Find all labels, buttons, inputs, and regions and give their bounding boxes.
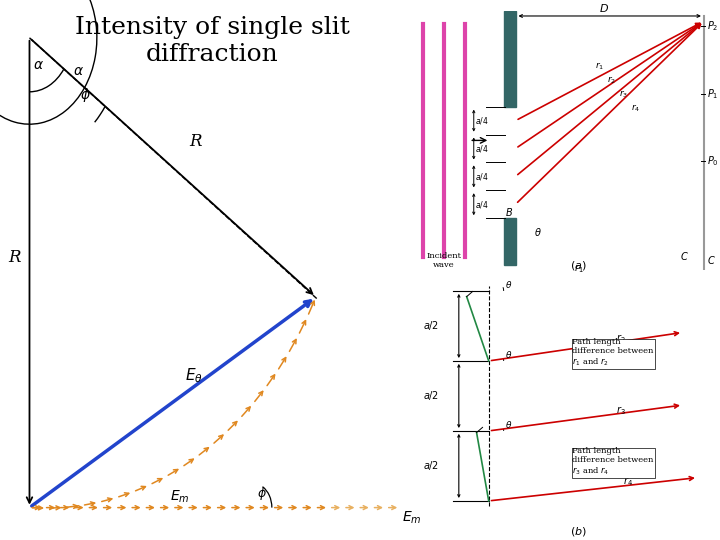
Text: R: R xyxy=(9,249,21,266)
Text: $r_3$: $r_3$ xyxy=(616,404,626,416)
Text: $E_m$: $E_m$ xyxy=(402,509,422,525)
Text: $a/4$: $a/4$ xyxy=(475,199,489,210)
Text: $\alpha$: $\alpha$ xyxy=(32,58,43,72)
Text: $r_1$: $r_1$ xyxy=(595,60,604,72)
Bar xyxy=(503,218,516,265)
Text: $r_3$: $r_3$ xyxy=(618,88,628,100)
Text: $a/4$: $a/4$ xyxy=(475,171,489,182)
Text: Intensity of single slit
diffraction: Intensity of single slit diffraction xyxy=(75,16,350,66)
Text: $\theta$: $\theta$ xyxy=(505,420,513,430)
Text: Incident
wave: Incident wave xyxy=(426,252,462,269)
Text: Path length
difference between
$r_1$ and $r_2$: Path length difference between $r_1$ and… xyxy=(572,338,654,368)
Text: $(b)$: $(b)$ xyxy=(570,525,587,538)
Text: $P_2$: $P_2$ xyxy=(707,19,719,33)
Text: $r_4$: $r_4$ xyxy=(631,102,640,113)
Text: $\theta$: $\theta$ xyxy=(534,226,541,238)
Text: $\theta$: $\theta$ xyxy=(505,349,513,360)
Text: $P_1$: $P_1$ xyxy=(707,87,719,100)
Text: $a/4$: $a/4$ xyxy=(475,115,489,126)
Text: $\phi$: $\phi$ xyxy=(81,85,91,104)
Text: $C$: $C$ xyxy=(680,249,689,262)
Text: $B$: $B$ xyxy=(505,206,513,218)
Text: $a/4$: $a/4$ xyxy=(475,143,489,154)
Text: $a/2$: $a/2$ xyxy=(423,460,439,472)
Text: $r_2$: $r_2$ xyxy=(607,74,616,86)
Text: $(a)$: $(a)$ xyxy=(570,259,587,272)
Text: $P_0$: $P_0$ xyxy=(707,154,719,168)
Text: $\alpha$: $\alpha$ xyxy=(73,64,84,78)
Text: $r_1$: $r_1$ xyxy=(574,262,583,275)
Text: Path length
difference between
$r_3$ and $r_4$: Path length difference between $r_3$ and… xyxy=(572,447,654,477)
Text: $E_\theta$: $E_\theta$ xyxy=(185,367,203,386)
Text: R: R xyxy=(189,133,202,150)
Text: $\theta$: $\theta$ xyxy=(505,279,513,291)
Text: $E_m$: $E_m$ xyxy=(170,489,189,505)
Text: $a/2$: $a/2$ xyxy=(423,389,439,402)
Text: $a/2$: $a/2$ xyxy=(423,320,439,333)
Text: $D$: $D$ xyxy=(599,2,608,14)
Text: $r_2$: $r_2$ xyxy=(616,333,625,345)
Text: $r_4$: $r_4$ xyxy=(623,475,633,488)
Bar xyxy=(503,11,516,107)
Text: $\phi$: $\phi$ xyxy=(257,485,267,502)
Text: $C$: $C$ xyxy=(707,254,716,266)
